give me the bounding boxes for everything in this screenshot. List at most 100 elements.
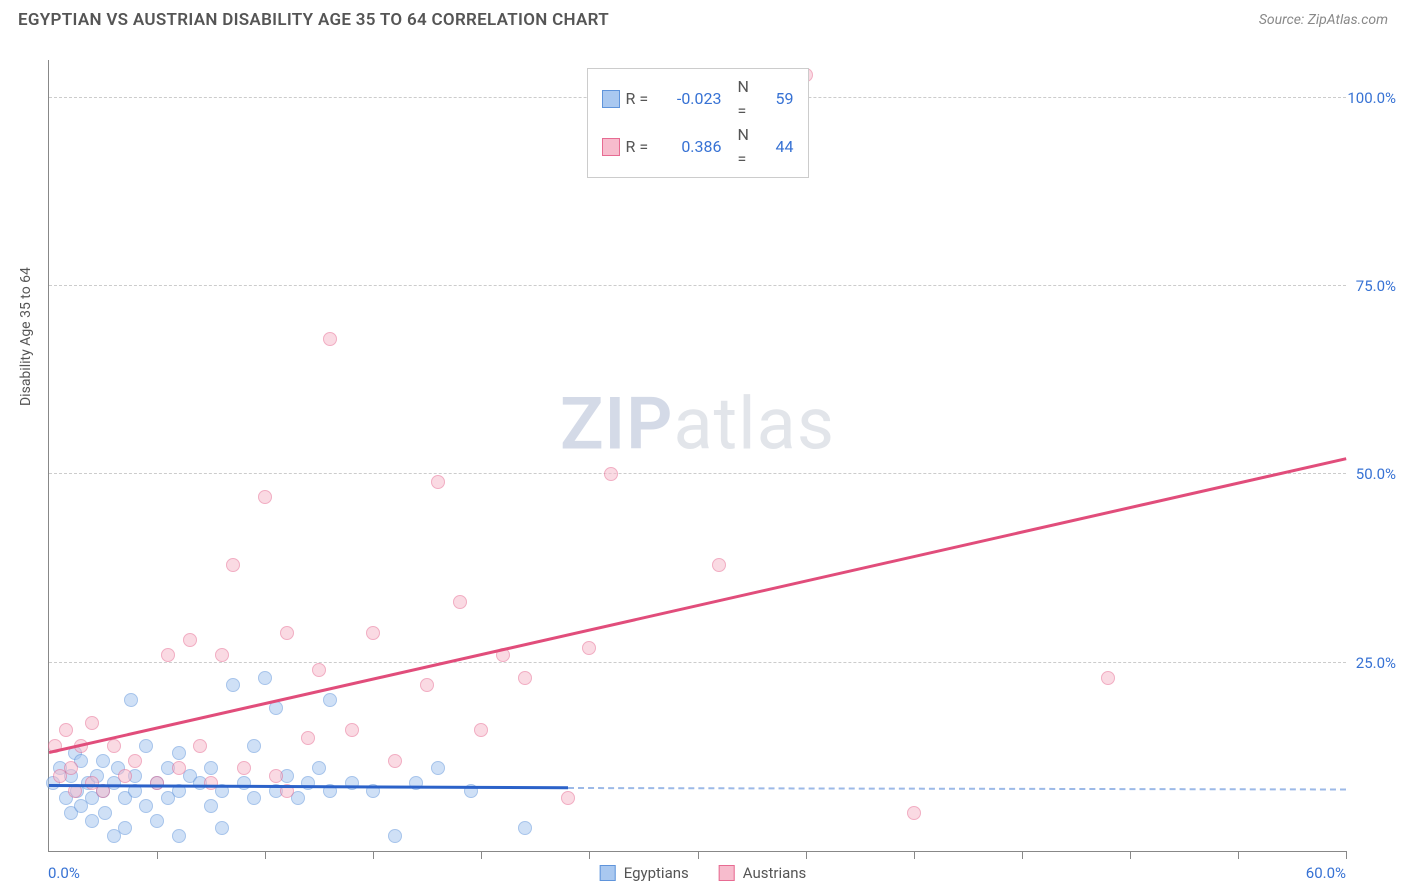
data-point bbox=[388, 829, 402, 843]
data-point bbox=[604, 467, 618, 481]
x-axis-min-label: 0.0% bbox=[48, 864, 80, 882]
data-point bbox=[388, 754, 402, 768]
data-point bbox=[107, 739, 121, 753]
data-point bbox=[193, 739, 207, 753]
x-tick bbox=[806, 851, 807, 859]
data-point bbox=[139, 799, 153, 813]
stat-label: R = bbox=[626, 135, 656, 159]
data-point bbox=[98, 806, 112, 820]
stats-legend-box: R =-0.023N =59R =0.386N =44 bbox=[587, 68, 809, 178]
data-point bbox=[312, 663, 326, 677]
data-point bbox=[269, 769, 283, 783]
stat-label: N = bbox=[728, 123, 758, 171]
data-point bbox=[907, 806, 921, 820]
data-point bbox=[172, 829, 186, 843]
data-point bbox=[172, 746, 186, 760]
data-point bbox=[64, 761, 78, 775]
legend-swatch bbox=[602, 138, 620, 156]
data-point bbox=[561, 791, 575, 805]
data-point bbox=[366, 626, 380, 640]
x-tick bbox=[914, 851, 915, 859]
data-point bbox=[204, 776, 218, 790]
data-point bbox=[237, 761, 251, 775]
data-point bbox=[215, 821, 229, 835]
data-point bbox=[150, 814, 164, 828]
data-point bbox=[215, 648, 229, 662]
legend-label: Austrians bbox=[743, 864, 807, 882]
data-point bbox=[247, 739, 261, 753]
stat-value: -0.023 bbox=[662, 87, 722, 111]
data-point bbox=[280, 626, 294, 640]
data-point bbox=[518, 821, 532, 835]
chart-plot-area: R =-0.023N =59R =0.386N =44 ZIPatlas bbox=[48, 60, 1346, 852]
x-tick bbox=[1022, 851, 1023, 859]
y-tick-label: 25.0% bbox=[1356, 654, 1396, 672]
data-point bbox=[237, 776, 251, 790]
stat-label: R = bbox=[626, 87, 656, 111]
y-tick-label: 100.0% bbox=[1347, 89, 1396, 107]
data-point bbox=[85, 716, 99, 730]
data-point bbox=[118, 769, 132, 783]
data-point bbox=[118, 821, 132, 835]
stat-value: 0.386 bbox=[662, 135, 722, 159]
trend-line-extrapolated bbox=[568, 787, 1346, 791]
x-tick bbox=[589, 851, 590, 859]
x-axis-max-label: 60.0% bbox=[1306, 864, 1346, 882]
gridline bbox=[49, 662, 1346, 663]
gridline bbox=[49, 473, 1346, 474]
data-point bbox=[474, 723, 488, 737]
data-point bbox=[172, 761, 186, 775]
data-point bbox=[226, 558, 240, 572]
data-point bbox=[124, 693, 138, 707]
data-point bbox=[150, 776, 164, 790]
stat-value: 44 bbox=[764, 135, 794, 159]
data-point bbox=[247, 791, 261, 805]
source-label: Source: ZipAtlas.com bbox=[1259, 12, 1388, 28]
data-point bbox=[420, 678, 434, 692]
x-tick bbox=[265, 851, 266, 859]
y-tick-label: 50.0% bbox=[1356, 465, 1396, 483]
data-point bbox=[301, 731, 315, 745]
data-point bbox=[712, 558, 726, 572]
legend-item: Egyptians bbox=[600, 864, 689, 882]
data-point bbox=[301, 776, 315, 790]
x-tick bbox=[373, 851, 374, 859]
x-tick bbox=[1346, 851, 1347, 859]
y-tick-label: 75.0% bbox=[1356, 277, 1396, 295]
x-tick bbox=[698, 851, 699, 859]
data-point bbox=[59, 723, 73, 737]
x-tick bbox=[481, 851, 482, 859]
watermark: ZIPatlas bbox=[560, 381, 835, 466]
data-point bbox=[518, 671, 532, 685]
data-point bbox=[139, 739, 153, 753]
gridline bbox=[49, 285, 1346, 286]
y-axis-label: Disability Age 35 to 64 bbox=[18, 267, 34, 406]
chart-title: EGYPTIAN VS AUSTRIAN DISABILITY AGE 35 T… bbox=[18, 10, 609, 30]
data-point bbox=[258, 671, 272, 685]
data-point bbox=[183, 633, 197, 647]
data-point bbox=[345, 776, 359, 790]
data-point bbox=[312, 761, 326, 775]
data-point bbox=[453, 595, 467, 609]
data-point bbox=[1101, 671, 1115, 685]
legend-item: Austrians bbox=[719, 864, 807, 882]
data-point bbox=[204, 799, 218, 813]
data-point bbox=[226, 678, 240, 692]
x-tick bbox=[1130, 851, 1131, 859]
legend-swatch bbox=[719, 865, 735, 881]
legend-swatch bbox=[600, 865, 616, 881]
data-point bbox=[431, 761, 445, 775]
data-point bbox=[96, 754, 110, 768]
data-point bbox=[161, 648, 175, 662]
data-point bbox=[431, 475, 445, 489]
legend-swatch bbox=[602, 90, 620, 108]
stats-legend-row: R =0.386N =44 bbox=[602, 123, 794, 171]
x-tick bbox=[1238, 851, 1239, 859]
legend-label: Egyptians bbox=[624, 864, 689, 882]
x-tick bbox=[157, 851, 158, 859]
data-point bbox=[128, 754, 142, 768]
trend-line bbox=[49, 457, 1347, 753]
stats-legend-row: R =-0.023N =59 bbox=[602, 75, 794, 123]
stat-label: N = bbox=[728, 75, 758, 123]
series-legend: Egyptians Austrians bbox=[600, 864, 807, 882]
